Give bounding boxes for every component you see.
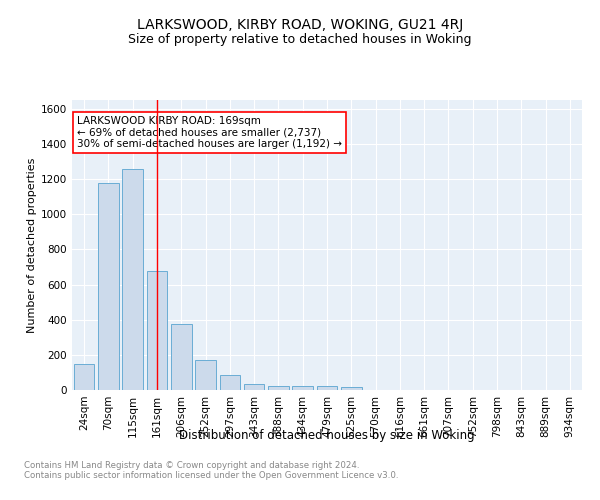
- Text: LARKSWOOD, KIRBY ROAD, WOKING, GU21 4RJ: LARKSWOOD, KIRBY ROAD, WOKING, GU21 4RJ: [137, 18, 463, 32]
- Bar: [146, 272, 167, 390]
- Bar: [317, 386, 337, 390]
- Bar: [122, 170, 143, 390]
- Bar: [244, 384, 265, 390]
- Bar: [98, 184, 119, 390]
- Bar: [341, 388, 362, 390]
- Text: Contains HM Land Registry data © Crown copyright and database right 2024.
Contai: Contains HM Land Registry data © Crown c…: [24, 460, 398, 480]
- Text: Size of property relative to detached houses in Woking: Size of property relative to detached ho…: [128, 32, 472, 46]
- Text: LARKSWOOD KIRBY ROAD: 169sqm
← 69% of detached houses are smaller (2,737)
30% of: LARKSWOOD KIRBY ROAD: 169sqm ← 69% of de…: [77, 116, 342, 149]
- Y-axis label: Number of detached properties: Number of detached properties: [27, 158, 37, 332]
- Bar: [268, 386, 289, 390]
- Bar: [74, 364, 94, 390]
- Bar: [195, 360, 216, 390]
- Bar: [220, 375, 240, 390]
- Bar: [292, 386, 313, 390]
- Text: Distribution of detached houses by size in Woking: Distribution of detached houses by size …: [179, 428, 475, 442]
- Bar: [171, 324, 191, 390]
